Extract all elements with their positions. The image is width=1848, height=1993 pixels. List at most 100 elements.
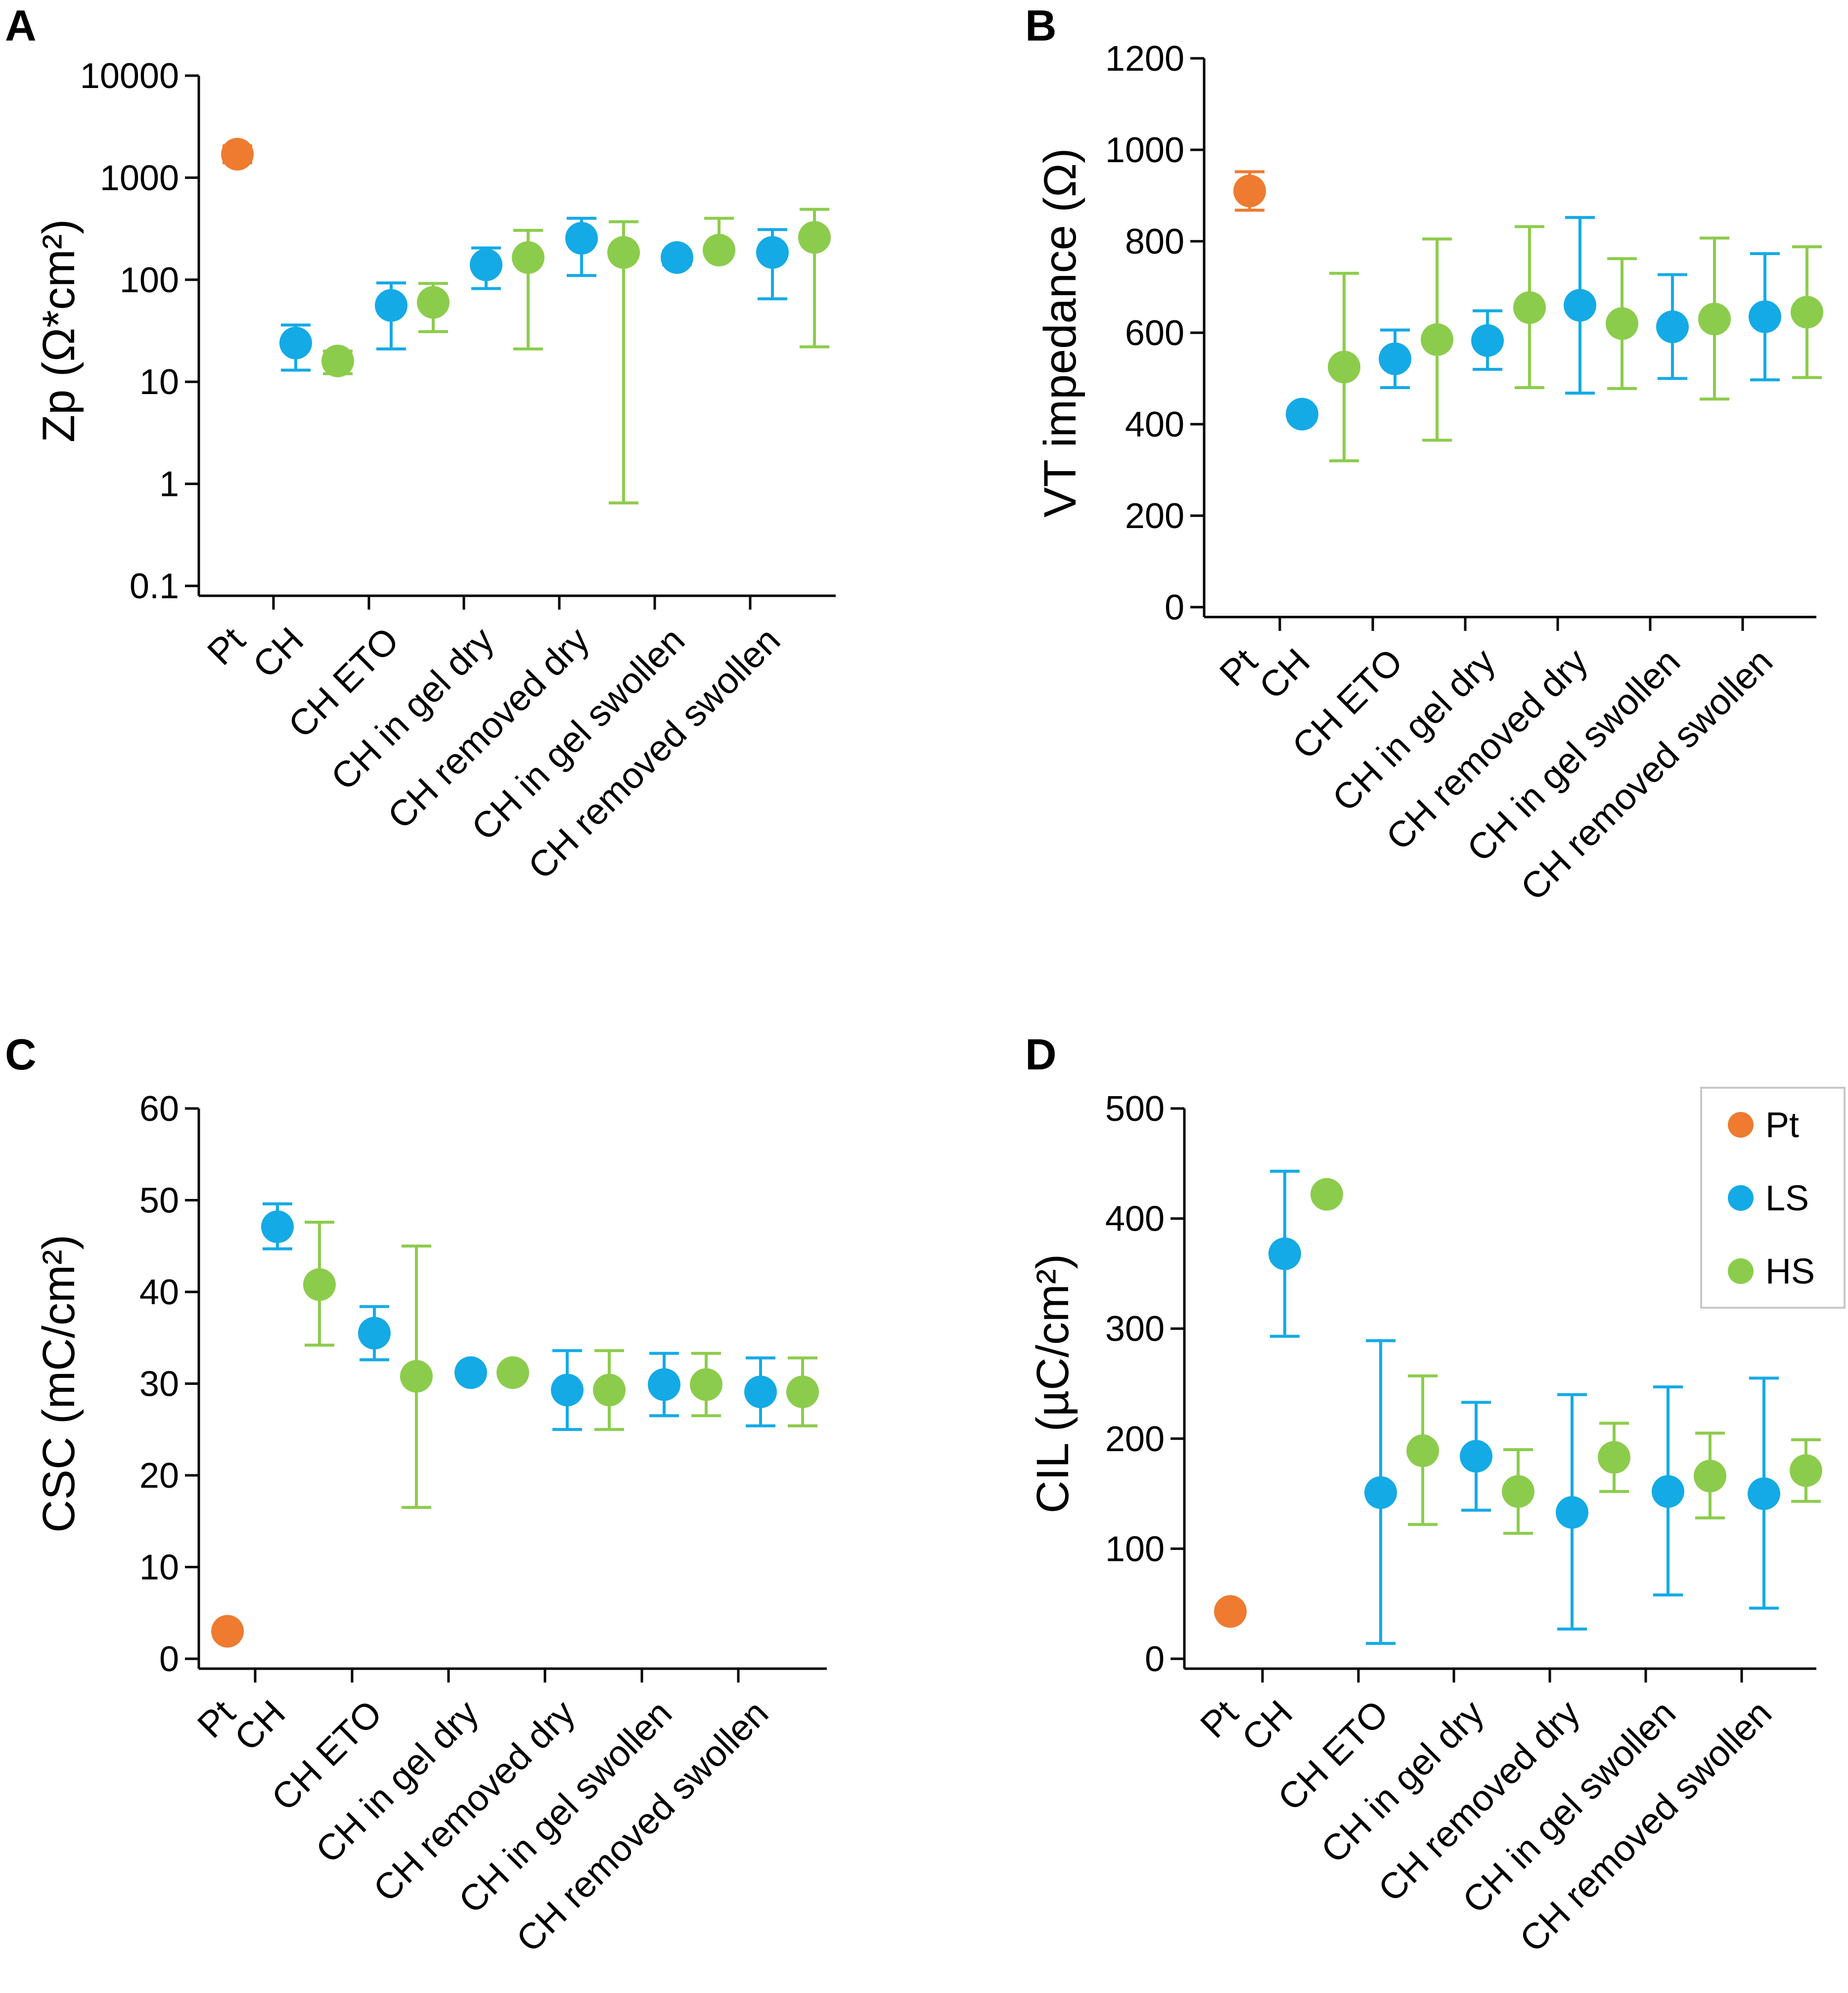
panel-b-y-tick-label: 400 — [1125, 405, 1184, 444]
legend-marker-hs — [1728, 1258, 1754, 1284]
panel-d-y-tick-label: 200 — [1105, 1419, 1165, 1459]
panel-a-hs-point — [798, 221, 831, 254]
panel-a-ls-point — [565, 221, 598, 255]
panel-c-y-tick-label: 20 — [139, 1456, 179, 1496]
panel-d-y-tick-label: 500 — [1105, 1089, 1165, 1129]
panel-a-ls-point — [375, 289, 407, 322]
panel-c-y-axis-title: CSC (mC/cm²) — [34, 1235, 84, 1533]
panel-d-ls-point — [1556, 1496, 1588, 1529]
panel-d-y-tick-label: 0 — [1145, 1639, 1165, 1679]
panel-c-hs-point — [400, 1360, 433, 1393]
panel-c-ls-point — [648, 1368, 680, 1401]
panel-d-hs-point — [1406, 1434, 1439, 1467]
panel-d-y-axis-title: CIL (µC/cm²) — [1028, 1254, 1078, 1513]
panel-letter-a: A — [5, 1, 37, 50]
panel-c-ls-point — [454, 1356, 487, 1389]
panel-c-category-label: CH — [226, 1692, 293, 1759]
panel-d-hs-point — [1598, 1441, 1630, 1474]
panel-c-ls-point — [358, 1317, 391, 1350]
panel-c-hs-point — [303, 1268, 336, 1301]
panel-a-pt-point — [221, 137, 254, 171]
panel-c-y-tick-label: 10 — [139, 1548, 179, 1588]
panel-c-y-tick-label: 0 — [159, 1639, 179, 1679]
panel-a-ls-point — [279, 326, 312, 359]
panel-b-y-tick-label: 1200 — [1105, 39, 1184, 79]
panel-b-category-label: CH in gel dry — [1324, 641, 1503, 819]
panel-a-y-tick-label: 1000 — [100, 158, 179, 198]
panel-d-category-label: CH — [1234, 1692, 1300, 1759]
panel-b-y-axis-title: VT impedance (Ω) — [1035, 148, 1085, 517]
panel-c-y-tick-label: 30 — [139, 1365, 179, 1404]
panel-b-category-label: CH — [1251, 641, 1317, 707]
panel-a-y-tick-label: 100 — [120, 261, 179, 300]
panel-a-y-tick-label: 10 — [139, 362, 179, 402]
panel-d-y-tick-label: 400 — [1105, 1199, 1165, 1239]
panel-b-y-tick-label: 200 — [1125, 496, 1184, 536]
panel-d-y-tick-label: 100 — [1105, 1529, 1165, 1569]
panel-d-y-tick-label: 300 — [1105, 1309, 1165, 1349]
legend-marker-ls — [1728, 1185, 1754, 1211]
panel-d-ls-point — [1268, 1237, 1301, 1270]
panel-d-hs-point — [1694, 1460, 1726, 1493]
panel-d-ls-point — [1364, 1476, 1397, 1509]
panel-b-y-tick-label: 1000 — [1105, 131, 1184, 170]
panel-b-pt-point — [1233, 175, 1266, 208]
panel-d-hs-point — [1502, 1475, 1534, 1508]
panel-c-ls-point — [744, 1375, 777, 1409]
panel-a-ls-point — [756, 236, 789, 269]
panel-a-y-tick-label: 1 — [159, 465, 179, 504]
panel-c-hs-point — [496, 1356, 529, 1389]
panel-c-ls-point — [551, 1373, 584, 1407]
panel-a-ls-point — [661, 241, 693, 274]
panel-c-y-tick-label: 60 — [139, 1089, 179, 1129]
legend-marker-pt — [1728, 1112, 1754, 1138]
panel-b-hs-point — [1513, 291, 1546, 324]
panel-a-hs-point — [417, 286, 450, 319]
panel-letter-d: D — [1025, 1030, 1057, 1079]
panel-d-pt-point — [1214, 1595, 1247, 1628]
panel-b-ls-point — [1749, 300, 1781, 333]
panel-a-y-tick-label: 10000 — [80, 56, 179, 96]
panel-a-category-label: CH in gel dry — [323, 620, 501, 798]
panel-c-hs-point — [690, 1368, 722, 1401]
panel-b-hs-point — [1421, 323, 1453, 356]
panel-a-y-axis-title: Zp (Ω*cm²) — [34, 219, 84, 443]
legend: Pt LS HS — [1700, 1087, 1846, 1309]
panel-c-y-tick-label: 40 — [139, 1273, 179, 1312]
panel-c-hs-point — [593, 1373, 626, 1407]
panel-a-y-tick-label: 0.1 — [130, 567, 179, 606]
panel-c-y-tick-label: 50 — [139, 1181, 179, 1221]
panel-b-hs-point — [1791, 296, 1823, 329]
panel-c-ls-point — [261, 1210, 294, 1243]
panel-b-ls-point — [1656, 310, 1689, 343]
panel-b-ls-point — [1379, 342, 1411, 375]
panel-d-category-label: Pt — [1192, 1692, 1246, 1745]
legend-label-pt: Pt — [1765, 1106, 1799, 1145]
panel-b-y-tick-label: 0 — [1165, 588, 1184, 627]
legend-label-hs: HS — [1765, 1252, 1815, 1291]
panel-c-pt-point — [211, 1615, 244, 1648]
panel-letter-b: B — [1025, 1, 1057, 50]
panel-a-category-label: Pt — [199, 619, 253, 672]
panel-a-hs-point — [607, 236, 640, 269]
panel-d-hs-point — [1790, 1454, 1822, 1487]
legend-label-ls: LS — [1765, 1179, 1809, 1218]
panel-a-hs-point — [703, 233, 735, 266]
panel-b-ls-point — [1286, 398, 1318, 431]
panel-b-ls-point — [1564, 289, 1596, 322]
panel-d-hs-point — [1310, 1178, 1343, 1211]
panel-d-ls-point — [1460, 1440, 1492, 1473]
legend-box — [1700, 1087, 1846, 1309]
panel-b-hs-point — [1698, 303, 1731, 336]
panel-c-hs-point — [786, 1375, 819, 1409]
panel-b-hs-point — [1328, 351, 1360, 384]
panel-d-ls-point — [1652, 1475, 1684, 1508]
panel-a-hs-point — [512, 241, 544, 274]
panel-b-y-tick-label: 600 — [1125, 313, 1184, 353]
panel-a-ls-point — [470, 248, 502, 281]
panel-b-y-tick-label: 800 — [1125, 222, 1184, 262]
